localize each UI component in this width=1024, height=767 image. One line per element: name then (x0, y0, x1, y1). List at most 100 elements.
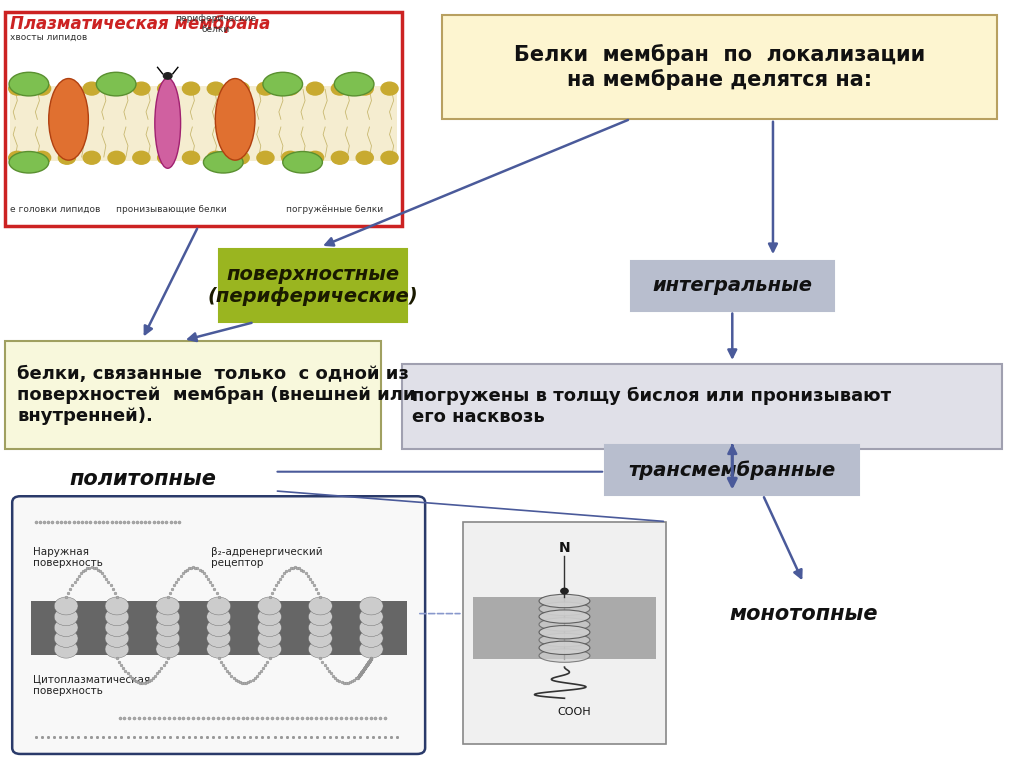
Circle shape (34, 82, 50, 95)
Ellipse shape (334, 72, 374, 96)
FancyBboxPatch shape (631, 261, 834, 311)
Circle shape (182, 82, 200, 95)
Text: погружены в толщу бислоя или пронизывают
его насквозь: погружены в толщу бислоя или пронизывают… (412, 387, 891, 426)
Circle shape (105, 618, 129, 637)
Circle shape (9, 82, 26, 95)
Circle shape (332, 151, 348, 164)
Circle shape (156, 640, 180, 658)
FancyBboxPatch shape (5, 341, 381, 449)
Circle shape (54, 618, 78, 637)
Circle shape (258, 597, 282, 615)
Circle shape (158, 82, 175, 95)
Text: интегральные: интегральные (652, 276, 812, 295)
Text: COOH: COOH (558, 706, 592, 716)
Circle shape (207, 597, 230, 615)
Bar (473, 597, 656, 660)
Circle shape (83, 82, 100, 95)
Circle shape (359, 618, 383, 637)
Ellipse shape (539, 641, 590, 654)
FancyBboxPatch shape (401, 364, 1001, 449)
Circle shape (308, 618, 332, 637)
Circle shape (133, 82, 150, 95)
FancyBboxPatch shape (442, 15, 996, 119)
Text: погружённые белки: погружённые белки (286, 206, 383, 214)
Text: монотопные: монотопные (729, 604, 878, 624)
Text: периферические
белки: периферические белки (175, 15, 256, 34)
Circle shape (561, 588, 568, 594)
Circle shape (164, 73, 172, 79)
Ellipse shape (9, 152, 49, 173)
FancyBboxPatch shape (463, 522, 667, 744)
Ellipse shape (263, 72, 302, 96)
Circle shape (105, 640, 129, 658)
FancyBboxPatch shape (5, 12, 401, 226)
Circle shape (54, 597, 78, 615)
Circle shape (207, 607, 230, 626)
Circle shape (359, 597, 383, 615)
Circle shape (308, 630, 332, 647)
FancyBboxPatch shape (605, 445, 859, 495)
Ellipse shape (9, 72, 49, 96)
Circle shape (258, 618, 282, 637)
Circle shape (34, 151, 50, 164)
Circle shape (308, 607, 332, 626)
FancyBboxPatch shape (219, 249, 407, 322)
Circle shape (207, 618, 230, 637)
Ellipse shape (539, 594, 590, 607)
Ellipse shape (539, 649, 590, 663)
Text: пронизывающие белки: пронизывающие белки (117, 206, 227, 214)
Circle shape (257, 82, 274, 95)
Ellipse shape (539, 602, 590, 615)
Text: Цитоплазматическая
поверхность: Цитоплазматическая поверхность (33, 674, 150, 696)
Ellipse shape (539, 634, 590, 647)
Text: белки, связанные  только  с одной из
поверхностей  мембран (внешней или
внутренн: белки, связанные только с одной из повер… (17, 365, 416, 425)
Circle shape (207, 151, 224, 164)
Circle shape (105, 597, 129, 615)
Circle shape (359, 640, 383, 658)
Circle shape (308, 640, 332, 658)
Circle shape (105, 630, 129, 647)
Circle shape (133, 151, 150, 164)
Ellipse shape (283, 152, 323, 173)
Ellipse shape (539, 610, 590, 624)
Circle shape (258, 607, 282, 626)
Text: трансмембранные: трансмембранные (629, 460, 836, 479)
Ellipse shape (539, 617, 590, 631)
Circle shape (158, 151, 175, 164)
Text: поверхностные
(периферические): поверхностные (периферические) (208, 265, 418, 306)
Circle shape (207, 640, 230, 658)
Circle shape (58, 82, 76, 95)
Circle shape (282, 82, 299, 95)
Circle shape (156, 597, 180, 615)
Text: Наружная
поверхность: Наружная поверхность (33, 547, 102, 568)
Circle shape (258, 630, 282, 647)
Ellipse shape (155, 78, 180, 168)
FancyBboxPatch shape (12, 496, 425, 754)
Circle shape (282, 151, 299, 164)
Text: е головки липидов: е головки липидов (10, 206, 100, 214)
Circle shape (207, 82, 224, 95)
Circle shape (207, 630, 230, 647)
Circle shape (58, 151, 76, 164)
Circle shape (308, 597, 332, 615)
Circle shape (356, 151, 374, 164)
Circle shape (381, 151, 398, 164)
Text: Плазматическая мембрана: Плазматическая мембрана (10, 15, 270, 34)
Circle shape (108, 151, 125, 164)
Text: Белки  мембран  по  локализации
на мембране делятся на:: Белки мембран по локализации на мембране… (514, 44, 926, 90)
Text: хвосты липидов: хвосты липидов (10, 32, 87, 41)
Circle shape (83, 151, 100, 164)
Circle shape (156, 630, 180, 647)
Circle shape (156, 607, 180, 626)
Circle shape (359, 607, 383, 626)
Circle shape (306, 82, 324, 95)
Ellipse shape (539, 626, 590, 639)
Circle shape (306, 151, 324, 164)
Circle shape (257, 151, 274, 164)
Text: β₂-адренергический
рецептор: β₂-адренергический рецептор (211, 547, 323, 568)
Circle shape (9, 151, 26, 164)
Ellipse shape (96, 72, 136, 96)
Circle shape (232, 151, 249, 164)
Circle shape (54, 640, 78, 658)
Circle shape (332, 82, 348, 95)
